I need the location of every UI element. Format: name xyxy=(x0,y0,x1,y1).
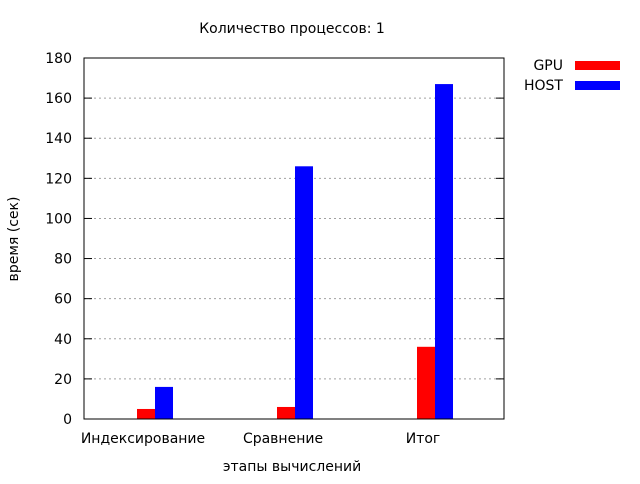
y-tick-label: 160 xyxy=(45,91,72,107)
legend: GPU HOST xyxy=(524,58,620,94)
grid-lines xyxy=(84,97,504,380)
chart-title: Количество процессов: 1 xyxy=(199,21,385,37)
bar-gpu-0 xyxy=(137,408,155,419)
bars xyxy=(137,84,453,420)
legend-label: GPU xyxy=(533,58,563,74)
legend-swatch xyxy=(575,81,620,90)
y-tick-label: 180 xyxy=(45,51,72,67)
y-tick-label: 80 xyxy=(54,252,72,268)
y-ticks: 0 20 40 60 80 100 120 140 160 180 xyxy=(45,51,504,428)
legend-swatch xyxy=(575,61,620,70)
x-ticks: Индексирование Сравнение Итог xyxy=(81,431,440,447)
x-tick-label: Итог xyxy=(406,431,441,447)
y-tick-label: 60 xyxy=(54,292,72,308)
y-tick-label: 100 xyxy=(45,211,72,227)
plot-frame xyxy=(83,57,505,420)
bar-host-2 xyxy=(435,84,453,420)
y-tick-label: 120 xyxy=(45,171,72,187)
legend-label: HOST xyxy=(524,78,563,94)
x-axis-label: этапы вычислений xyxy=(223,459,361,475)
x-tick-label: Сравнение xyxy=(243,431,323,447)
bar-host-1 xyxy=(295,166,313,419)
y-tick-label: 20 xyxy=(54,372,72,388)
y-tick-label: 40 xyxy=(54,332,72,348)
y-tick-label: 140 xyxy=(45,131,72,147)
bar-gpu-2 xyxy=(417,346,435,419)
y-axis-label: время (сек) xyxy=(6,197,22,282)
bar-host-0 xyxy=(155,386,173,419)
bar-gpu-1 xyxy=(277,406,295,419)
x-tick-label: Индексирование xyxy=(81,431,205,447)
plot-border xyxy=(83,57,505,420)
y-tick-label: 0 xyxy=(63,412,72,428)
